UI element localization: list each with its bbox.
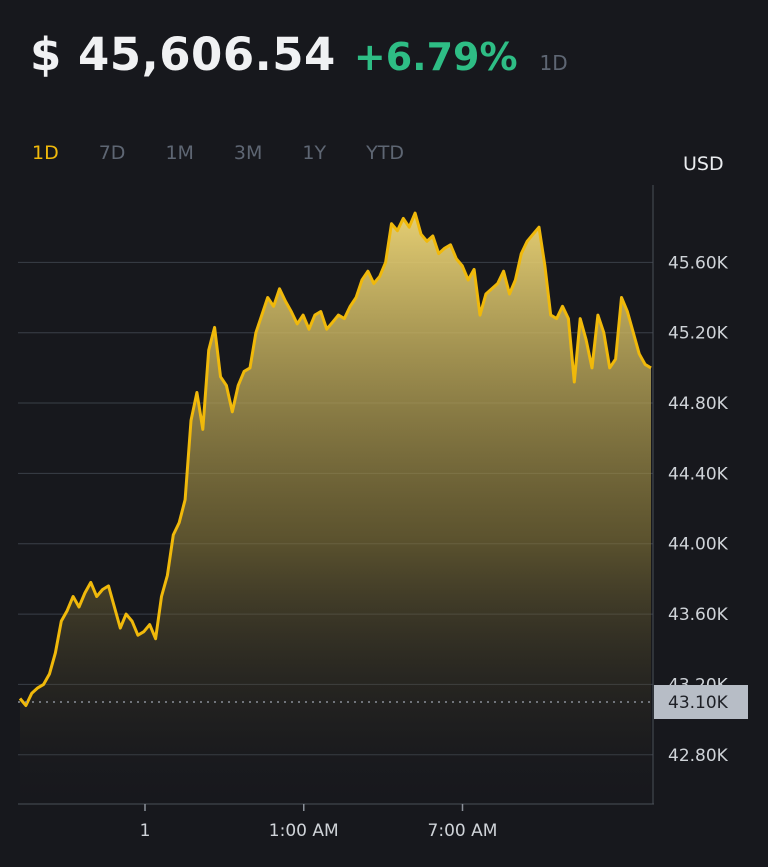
tab-1m[interactable]: 1M [165, 142, 194, 164]
tab-ytd[interactable]: YTD [366, 142, 404, 164]
x-tick-label: 1 [140, 821, 151, 841]
reference-badge-label: 43.10K [668, 693, 729, 713]
x-tick-labels: 1 1:00 AM 7:00 AM [140, 804, 498, 841]
x-tick-label: 7:00 AM [428, 821, 498, 841]
price-change-percent: +6.79% [353, 35, 518, 79]
y-tick-label: 43.60K [668, 605, 729, 625]
tab-7d[interactable]: 7D [98, 142, 126, 164]
currency-unit: USD [683, 153, 724, 175]
y-tick-labels: 45.60K45.20K44.80K44.40K44.00K43.60K43.2… [668, 253, 729, 765]
price-area [20, 213, 651, 805]
y-tick-label: 44.80K [668, 394, 729, 414]
y-tick-label: 42.80K [668, 746, 729, 766]
tab-1d[interactable]: 1D [32, 142, 59, 164]
tab-3m[interactable]: 3M [233, 142, 263, 164]
y-tick-label: 44.40K [668, 464, 729, 484]
price-header: $ 45,606.54 +6.79% 1D [30, 28, 568, 81]
y-tick-label: 44.00K [668, 535, 729, 555]
period-label: 1D [539, 51, 568, 75]
x-tick-label: 1:00 AM [269, 821, 339, 841]
reference-badge: 43.10K [654, 685, 748, 720]
y-tick-label: 45.60K [668, 253, 729, 273]
timeframe-tabs: 1D 7D 1M 3M 1Y YTD [32, 142, 444, 164]
price-line [18, 211, 652, 707]
reference-badge-bg [654, 685, 748, 720]
current-price: $ 45,606.54 [30, 28, 336, 81]
y-tick-label: 45.20K [668, 324, 729, 344]
tab-1y[interactable]: 1Y [302, 142, 327, 164]
